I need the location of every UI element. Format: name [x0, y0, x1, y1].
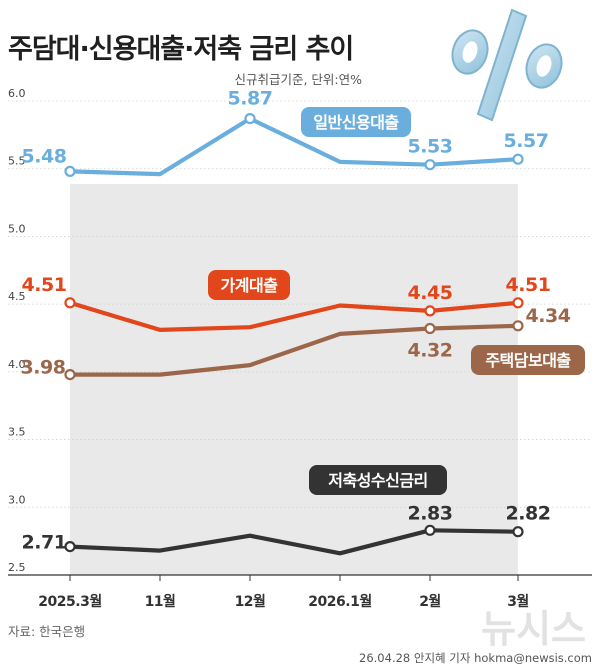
data-point [64, 297, 76, 309]
x-tick-label: 2026.1월 [308, 593, 371, 610]
legend-tag-household-label: 가계대출 [221, 276, 279, 295]
legend-tag-savings-label: 저축성수신금리 [328, 471, 428, 490]
x-tick-label: 3월 [507, 593, 529, 610]
data-point [512, 297, 524, 309]
data-label: 4.45 [408, 282, 453, 304]
series-layer [64, 112, 524, 556]
data-label: 5.57 [504, 130, 549, 152]
legend-tag-credit-label: 일반신용대출 [313, 113, 399, 132]
data-label: 5.48 [22, 145, 67, 167]
gridlines [8, 100, 592, 508]
legend-tag-savings: 저축성수신금리 [309, 465, 447, 495]
data-label: 4.32 [408, 340, 453, 362]
y-tick-label: 2.5 [8, 561, 26, 574]
y-tick-label: 4.5 [8, 290, 26, 303]
data-point [424, 322, 436, 335]
x-tick-label: 2월 [419, 593, 441, 610]
data-point [424, 305, 436, 317]
data-label: 5.87 [228, 88, 273, 110]
series-line-1 [67, 300, 521, 332]
y-axis-ticks: 2.5 3.0 3.5 4.0 4.5 5.0 5.5 6.0 [8, 87, 26, 574]
series-line-0 [67, 116, 521, 177]
series-line-2 [67, 323, 521, 377]
legend-tag-household: 가계대출 [208, 270, 290, 300]
data-label: 5.53 [408, 136, 453, 158]
x-tick-label: 12월 [235, 593, 266, 610]
data-point [424, 159, 436, 171]
data-point [244, 112, 256, 125]
chart-title: 주담대·신용대출·저축 금리 추이 [8, 34, 353, 65]
legend-tag-mortgage-label: 주택담보대출 [485, 351, 571, 370]
y-tick-label: 3.5 [8, 426, 26, 439]
data-point [512, 153, 524, 165]
y-tick-label: 5.0 [8, 222, 26, 235]
legend-tag-credit: 일반신용대출 [301, 107, 411, 137]
y-tick-label: 5.5 [8, 155, 26, 168]
y-tick-label: 4.0 [8, 358, 26, 371]
x-tick-label: 11월 [145, 593, 176, 610]
data-point [64, 165, 76, 177]
data-label: 2.82 [506, 503, 551, 525]
data-label: 4.34 [526, 305, 571, 327]
data-point [512, 320, 524, 332]
chart-subtitle: 신규취급기준, 단위:연% [234, 72, 362, 87]
watermark-logo: 뉴시스 [481, 607, 586, 651]
credit-line: 26.04.28 안지혜 기자 hokma@newsis.com [359, 651, 592, 665]
data-point [424, 524, 436, 536]
data-label: 3.98 [21, 357, 66, 379]
y-tick-label: 3.0 [8, 493, 26, 506]
percent-icon [451, 8, 563, 122]
x-axis-ticks: 2025.3월 11월 12월 2026.1월 2월 3월 [38, 575, 529, 610]
plot-band [70, 184, 518, 575]
data-label: 2.71 [22, 532, 67, 554]
data-point [64, 540, 76, 553]
series-line-3 [67, 528, 521, 556]
data-label: 4.51 [22, 274, 67, 296]
data-labels: 5.48 5.87 5.53 5.57 4.51 4.45 4.51 3.98 4.32 4.34… [21, 88, 572, 554]
legend-tag-mortgage: 주택담보대출 [471, 345, 585, 375]
source-note: 자료: 한국은행 [8, 624, 85, 639]
data-label: 2.83 [408, 502, 453, 524]
data-point [64, 369, 76, 381]
x-tick-label: 2025.3월 [38, 593, 101, 610]
data-point [512, 526, 524, 538]
data-label: 4.51 [506, 274, 551, 296]
y-tick-label: 6.0 [8, 87, 26, 100]
